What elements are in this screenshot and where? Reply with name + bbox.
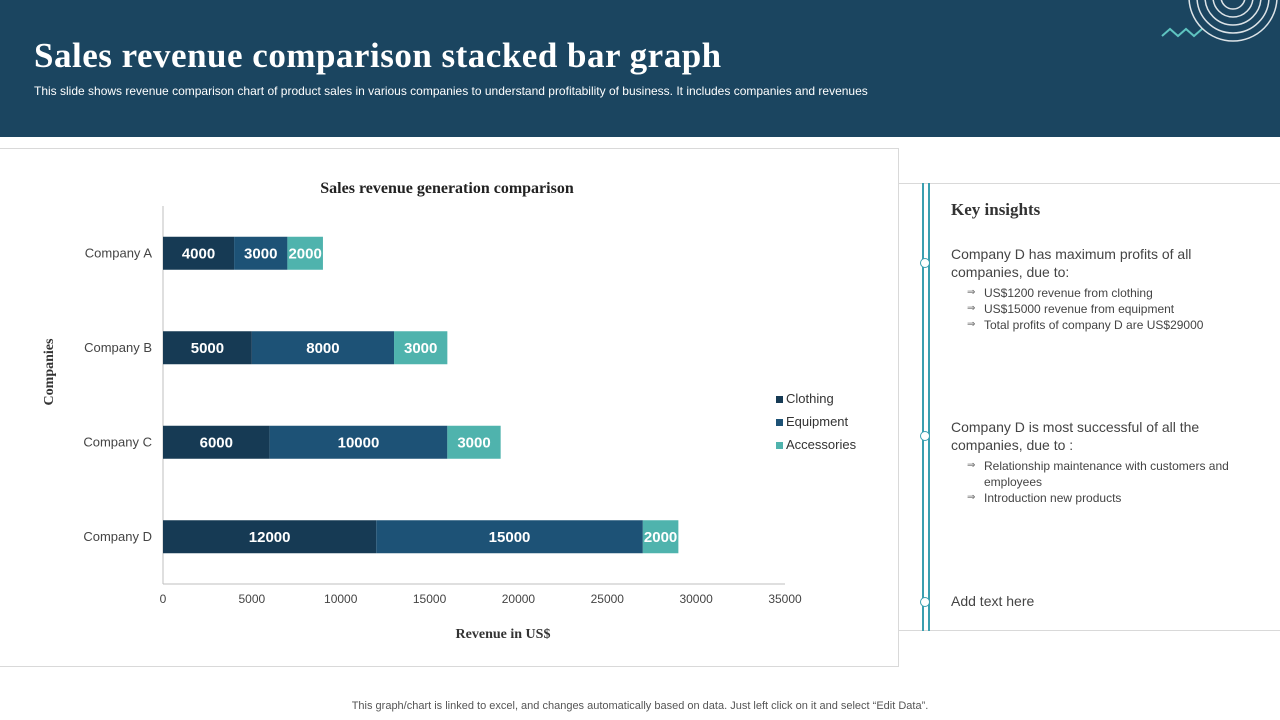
timeline-line: [928, 183, 930, 631]
decorative-circles-icon: [1161, 0, 1278, 42]
legend-swatch: [776, 419, 783, 426]
bar-segment: [251, 331, 395, 365]
header-banner: Sales revenue comparison stacked bar gra…: [0, 0, 1280, 137]
legend-swatch: [776, 396, 783, 403]
y-tick-label: Company C: [83, 434, 152, 449]
data-label: 3000: [244, 245, 277, 262]
y-tick-label: Company B: [84, 340, 152, 355]
y-axis-label: Companies: [42, 338, 57, 405]
insight-bullet: ⇒ Relationship maintenance with customers…: [967, 459, 1229, 489]
x-tick-label: 15000: [413, 592, 447, 606]
arrow-icon: ⇒: [967, 460, 976, 471]
bar-segment: [287, 236, 323, 270]
page-title: Sales revenue comparison stacked bar gra…: [34, 36, 722, 75]
page-subtitle: This slide shows revenue comparison char…: [34, 84, 868, 98]
bar-segment: [642, 520, 679, 554]
legend-swatch: [776, 442, 783, 449]
arrow-icon: ⇒: [967, 303, 976, 314]
panel-divider-top: [898, 183, 1280, 184]
chart-title: Sales revenue generation comparison: [320, 180, 574, 197]
x-tick-label: 10000: [324, 592, 358, 606]
timeline-dot: [920, 258, 930, 268]
x-tick-label: 20000: [502, 592, 536, 606]
add-text-placeholder[interactable]: Add text here: [951, 593, 1035, 609]
bar-segment: [447, 425, 501, 459]
insight-bullet-list: ⇒ US$1200 revenue from clothing ⇒ US$15000…: [951, 285, 1251, 333]
x-tick-label: 25000: [591, 592, 625, 606]
data-label: 15000: [489, 529, 531, 546]
bar-segment: [376, 520, 643, 554]
footer-note: This graph/chart is linked to excel, and…: [351, 700, 929, 712]
bar-segment: [163, 425, 270, 459]
data-label: 3000: [404, 340, 437, 357]
bar-segment: [269, 425, 448, 459]
bar-segment: [163, 236, 235, 270]
data-label: 2000: [288, 245, 321, 262]
chart-container[interactable]: Sales revenue generation comparison 0 5000…: [0, 148, 899, 667]
bar-segment: [163, 331, 252, 365]
insight-heading: Company D is most successful of all the …: [951, 419, 1200, 453]
arrow-icon: ⇒: [967, 287, 976, 298]
insight-block: Company D has maximum profits of all com…: [951, 245, 1251, 333]
x-axis-label: Revenue in US$: [456, 627, 551, 642]
insights-title: Key insights: [951, 200, 1041, 219]
insight-heading: Company D has maximum profits of all com…: [951, 246, 1192, 280]
insight-bullet: ⇒ Total profits of company D are US$29000: [967, 318, 1204, 332]
x-tick-label: 35000: [768, 592, 802, 606]
timeline-dot: [920, 431, 930, 441]
x-tick-label: 5000: [239, 592, 266, 606]
timeline-dot: [920, 597, 930, 607]
x-tick-label: 30000: [679, 592, 713, 606]
panel-divider-bottom: [898, 630, 1280, 631]
data-label: 8000: [306, 340, 339, 357]
insight-bullet: ⇒ US$15000 revenue from equipment: [967, 302, 1175, 316]
insight-bullet-list: ⇒ Relationship maintenance with customers…: [951, 458, 1251, 506]
insight-bullet: ⇒ Introduction new products: [967, 491, 1122, 505]
data-label: 10000: [338, 434, 380, 451]
data-label: 12000: [249, 529, 291, 546]
bar-segment: [234, 236, 288, 270]
arrow-icon: ⇒: [967, 492, 976, 503]
data-label: 2000: [644, 529, 677, 546]
legend-label: Equipment: [786, 414, 849, 429]
insight-block: Company D is most successful of all the …: [951, 418, 1251, 506]
y-tick-label: Company A: [85, 245, 153, 260]
y-tick-label: Company D: [83, 529, 152, 544]
data-label: 3000: [457, 434, 490, 451]
timeline-line: [922, 183, 924, 631]
legend-label: Accessories: [786, 437, 857, 452]
bar-segment: [163, 520, 377, 554]
data-label: 6000: [200, 434, 233, 451]
arrow-icon: ⇒: [967, 319, 976, 330]
data-label: 4000: [182, 245, 215, 262]
legend-label: Clothing: [786, 391, 834, 406]
stacked-bar-chart[interactable]: Sales revenue generation comparison 0 5000…: [0, 149, 898, 666]
data-label: 5000: [191, 340, 224, 357]
bar-segment: [394, 331, 448, 365]
insight-bullet: ⇒ US$1200 revenue from clothing: [967, 286, 1153, 300]
x-tick-label: 0: [160, 592, 167, 606]
